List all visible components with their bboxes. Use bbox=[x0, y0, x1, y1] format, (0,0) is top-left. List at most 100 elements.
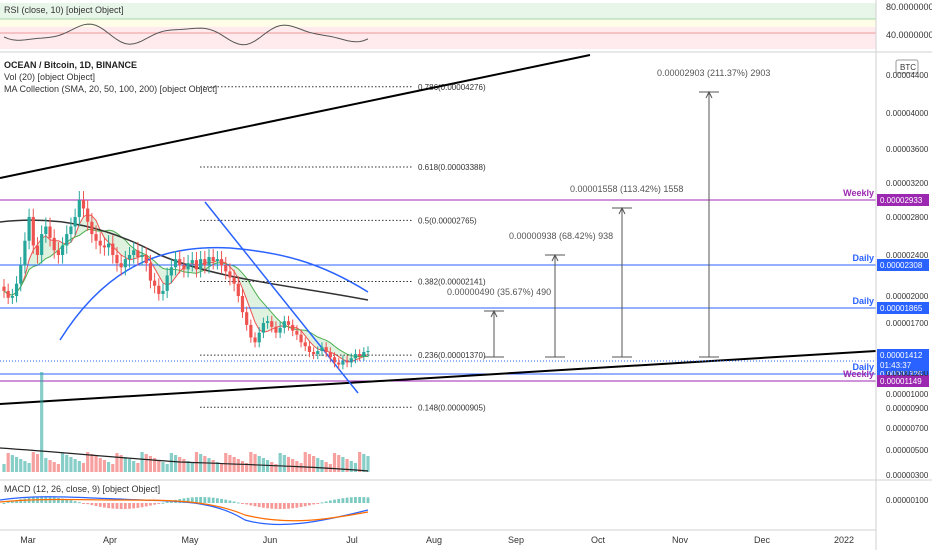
candle-body bbox=[332, 357, 337, 363]
candle-body bbox=[312, 352, 316, 355]
volume-bar bbox=[132, 461, 136, 472]
macd-histogram-bar bbox=[320, 502, 324, 504]
volume-bar bbox=[161, 462, 165, 472]
candle-body bbox=[303, 342, 307, 347]
volume-bar bbox=[303, 452, 307, 472]
macd-histogram-bar bbox=[119, 503, 123, 509]
volume-bar bbox=[169, 453, 173, 472]
candle-body bbox=[265, 321, 270, 323]
candle-body bbox=[161, 290, 165, 294]
volume-bar bbox=[173, 455, 178, 472]
candle-body bbox=[286, 321, 291, 325]
macd-histogram-bar bbox=[266, 503, 269, 509]
candle-body bbox=[173, 259, 178, 268]
volume-bar bbox=[270, 462, 274, 472]
volume-pane bbox=[0, 372, 370, 472]
candle-body bbox=[261, 323, 266, 333]
candle-body bbox=[282, 321, 286, 328]
candle-body bbox=[224, 265, 228, 272]
price-axis[interactable]: 0.00004400 0.00004000 0.00003600 0.00003200… bbox=[886, 71, 929, 505]
macd-histogram-bar bbox=[345, 497, 349, 503]
volume-bar bbox=[203, 456, 207, 472]
volume-bar bbox=[90, 454, 94, 472]
macd-histogram-bar bbox=[123, 503, 127, 509]
candle-body bbox=[307, 346, 312, 352]
volume-bar bbox=[10, 455, 14, 472]
volume-bar bbox=[366, 456, 370, 472]
macd-histogram-bar bbox=[111, 503, 115, 509]
candle-body bbox=[60, 245, 65, 255]
macd-histogram-bar bbox=[220, 498, 223, 503]
macd-histogram-bar bbox=[224, 499, 228, 503]
fib-level-label: 0.618(0.00003388) bbox=[418, 163, 486, 172]
level-price-badge bbox=[877, 259, 929, 271]
target-arrow-head bbox=[618, 206, 626, 215]
volume-bar bbox=[40, 372, 44, 472]
descending-trendline bbox=[204, 201, 359, 394]
candle-body bbox=[345, 360, 349, 363]
candle-body bbox=[136, 250, 140, 258]
candle-body bbox=[10, 296, 14, 298]
macd-histogram-bar bbox=[186, 497, 190, 503]
candle-body bbox=[56, 250, 60, 255]
candle-body bbox=[295, 330, 299, 335]
candle-body bbox=[115, 255, 119, 264]
volume-bar bbox=[194, 452, 199, 472]
fib-level-label: 0.5(0.00002765) bbox=[418, 216, 477, 225]
level-price-text: 0.00001865 bbox=[880, 304, 923, 313]
volume-bar bbox=[190, 463, 194, 472]
time-axis-tick: May bbox=[181, 535, 199, 545]
volume-bar bbox=[324, 462, 328, 472]
volume-bar bbox=[245, 463, 249, 472]
candle-body bbox=[123, 259, 127, 268]
candle-body bbox=[106, 243, 111, 248]
price-axis-tick: 0.00002800 bbox=[886, 213, 929, 222]
volume-bar bbox=[144, 454, 148, 472]
candle-body bbox=[341, 360, 345, 365]
fibonacci-levels: 0.786(0.00004276) 0.618(0.00003388) 0.5(0.… bbox=[200, 83, 486, 412]
price-axis-tick: 0.00002400 bbox=[886, 251, 929, 260]
volume-label: Vol (20) [object Object] bbox=[4, 72, 95, 82]
fib-level-label: 0.382(0.00002141) bbox=[418, 278, 486, 287]
candle-body bbox=[299, 334, 303, 343]
volume-bar bbox=[115, 453, 119, 472]
time-axis-tick: Mar bbox=[20, 535, 36, 545]
macd-histogram-bar bbox=[312, 503, 316, 505]
candle-body bbox=[94, 234, 98, 241]
candle-body bbox=[27, 217, 31, 241]
macd-histogram-bar bbox=[253, 503, 257, 507]
fib-level-label: 0.148(0.00000905) bbox=[418, 403, 486, 412]
macd-histogram-bar bbox=[86, 503, 90, 505]
candle-body bbox=[190, 260, 194, 264]
volume-bar bbox=[236, 459, 240, 472]
macd-histogram-bar bbox=[61, 498, 64, 503]
macd-histogram-bar bbox=[165, 501, 169, 503]
volume-bar bbox=[153, 458, 157, 472]
rsi-band-mid bbox=[0, 19, 876, 27]
candle-body bbox=[90, 221, 94, 235]
candle-body bbox=[148, 263, 153, 281]
volume-bar bbox=[98, 458, 102, 472]
macd-histogram-bar bbox=[103, 503, 106, 508]
macd-histogram-bar bbox=[195, 497, 198, 503]
candle-body bbox=[320, 347, 324, 352]
macd-histogram-bar bbox=[228, 500, 232, 503]
candle-body bbox=[182, 265, 186, 270]
time-axis[interactable]: Mar Apr May Jun Jul Aug Sep Oct Nov Dec 2022 bbox=[20, 535, 854, 545]
volume-bar bbox=[19, 459, 23, 472]
volume-bar bbox=[86, 452, 90, 472]
macd-histogram-bar bbox=[349, 497, 353, 503]
volume-bar bbox=[65, 455, 69, 472]
time-axis-tick: 2022 bbox=[834, 535, 854, 545]
macd-histogram-bar bbox=[182, 498, 186, 503]
volume-bar bbox=[94, 456, 98, 472]
macd-histogram-bar bbox=[115, 503, 119, 509]
macd-histogram-bar bbox=[337, 498, 341, 503]
volume-bar bbox=[148, 456, 153, 472]
candle-body bbox=[77, 200, 81, 217]
macd-histogram-bar bbox=[236, 502, 240, 504]
macd-histogram-bar bbox=[2, 503, 6, 504]
level-price-text: 0.00002308 bbox=[880, 261, 923, 270]
candle-body bbox=[353, 354, 358, 359]
